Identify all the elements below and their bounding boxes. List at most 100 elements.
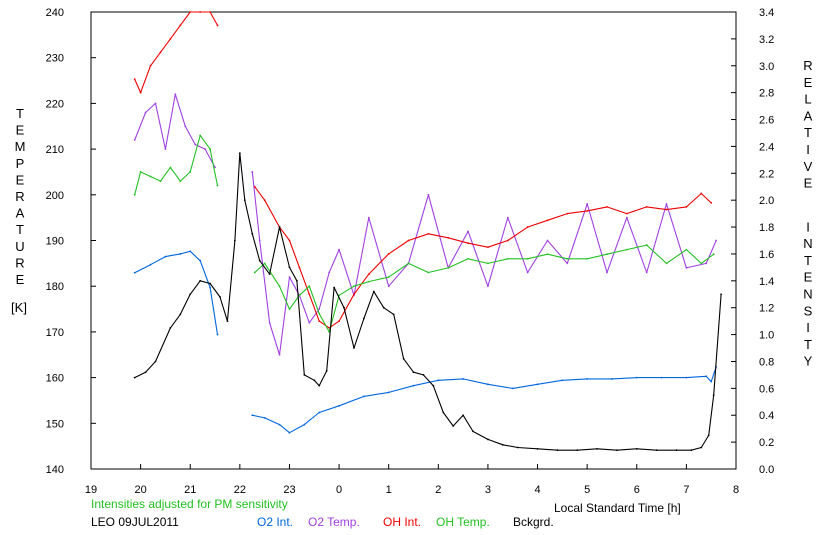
data-point-o2temp [606,271,608,274]
data-point-o2int [278,423,281,426]
data-point-o2int [660,376,663,379]
data-point-bckgrd [422,374,425,376]
y-right-tick-label: 3.0 [759,61,774,73]
data-point-ohint [710,201,713,204]
data-point-o2temp [214,166,216,169]
data-point-bckgrd [432,384,435,387]
data-point-bckgrd [179,313,182,316]
data-point-ohtemp [606,253,608,256]
data-point-bckgrd [536,447,539,450]
data-point-ohint [645,205,648,208]
data-point-ohtemp [169,166,172,169]
data-point-ohtemp [199,134,202,137]
data-point-ohtemp [566,257,569,260]
x-tick-label: 8 [733,484,739,496]
x-tick-label: 23 [283,484,295,496]
data-point-ohint [546,219,549,222]
legend-o2temp: O2 Temp. [308,515,360,529]
data-point-bckgrd [219,296,221,298]
data-point-bckgrd [278,226,281,228]
data-point-ohtemp [308,285,311,288]
x-tick-label: 20 [134,484,146,496]
data-point-o2int [511,387,514,390]
y-right-tick-label: 2.4 [759,141,774,153]
data-point-bckgrd [690,449,693,452]
y-right-tick-label: 1.0 [759,330,774,342]
data-point-ohint [199,11,202,13]
data-point-ohint [427,232,430,235]
data-point-ohtemp [700,262,703,265]
y-left-label-letter: R [15,189,24,204]
data-point-o2temp [258,239,261,242]
data-point-o2int [685,376,688,379]
data-point-bckgrd [576,449,579,452]
data-point-ohint [665,208,668,211]
data-point-o2int [209,286,211,289]
series-line-o2temp [134,93,216,168]
data-point-bckgrd [700,446,703,449]
y-right-label-letter: S [804,303,813,318]
data-point-ohtemp [387,276,390,278]
data-point-bckgrd [169,326,172,329]
data-point-ohint [506,239,509,242]
data-point-bckgrd [635,447,638,450]
data-point-o2int [536,383,539,386]
data-point-bckgrd [268,273,271,276]
data-point-ohtemp [506,257,509,260]
data-point-ohint [467,242,469,245]
data-point-bckgrd [303,374,306,376]
intensity-note: Intensities adjusted for PM sensitivity [91,497,288,511]
data-point-ohint [387,253,390,255]
data-point-bckgrd [144,371,147,374]
data-point-o2int [288,431,291,434]
data-point-o2temp [566,262,569,265]
data-point-o2temp [526,271,529,274]
data-point-ohtemp [133,193,136,196]
data-point-o2int [635,376,638,379]
data-point-bckgrd [325,369,328,372]
data-point-ohint [209,11,211,13]
y-right-label-letter: N [803,236,812,251]
series-line-o2temp [251,171,717,356]
data-point-o2int [179,253,182,255]
data-point-bckgrd [442,411,445,414]
data-point-bckgrd [655,449,658,452]
data-point-ohtemp [586,257,589,260]
data-point-o2int [263,417,266,419]
data-point-bckgrd [372,290,375,293]
data-point-o2int [189,250,192,253]
data-point-ohint [288,239,291,242]
data-point-o2temp [164,148,167,151]
y-right-label-letter: E [804,270,813,285]
y-left-label-letter: U [15,239,24,254]
data-point-o2temp [328,271,331,274]
data-point-o2temp [194,143,197,146]
y-left-tick-label: 150 [46,418,64,430]
data-point-o2temp [506,216,509,219]
y-right-tick-label: 3.4 [759,7,774,19]
data-point-ohint [353,293,355,296]
data-point-bckgrd [296,279,298,282]
plot-frame [90,11,737,470]
y-left-label-letter: E [16,123,25,138]
y-left-label-letter: A [16,206,25,221]
series-line-ohtemp [134,134,219,195]
data-point-o2int [199,259,202,262]
y-right-label-letter: T [804,253,812,268]
data-point-o2int [462,378,465,380]
data-point-o2int [338,404,340,407]
y-left-tick-label: 210 [46,144,64,156]
data-point-bckgrd [616,449,618,452]
y-left-tick-label: 200 [46,190,64,202]
series-layer [133,11,723,452]
data-point-o2temp [546,239,549,242]
series-line-o2int [252,366,717,434]
y-right-label-letter: T [804,337,812,352]
data-point-ohtemp [353,285,355,288]
data-point-ohint [253,185,256,188]
data-point-bckgrd [362,317,365,320]
y-left-label-letter: P [16,156,25,171]
data-point-bckgrd [412,371,415,374]
data-point-ohint [159,51,162,54]
data-point-ohtemp [447,267,450,269]
